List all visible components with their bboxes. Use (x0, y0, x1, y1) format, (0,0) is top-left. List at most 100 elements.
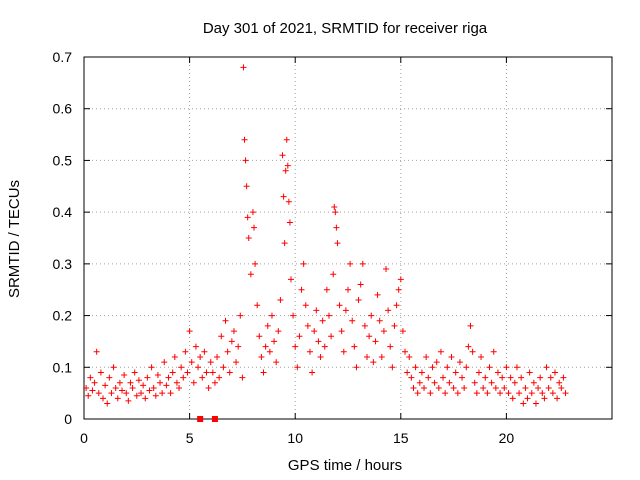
data-point (311, 328, 318, 335)
data-point (135, 377, 142, 384)
data-point (507, 374, 514, 381)
data-point (188, 359, 195, 366)
data-point (252, 260, 259, 267)
data-point (83, 384, 90, 391)
data-point (275, 328, 282, 335)
data-point (121, 372, 128, 379)
data-point (285, 198, 292, 205)
data-point (167, 390, 174, 397)
data-point (237, 312, 244, 319)
data-point (518, 374, 525, 381)
data-point (359, 260, 366, 267)
data-point (431, 379, 438, 386)
data-point (302, 302, 309, 309)
data-point (264, 322, 271, 329)
data-point (404, 369, 411, 376)
data-point (475, 369, 482, 376)
data-point (353, 364, 360, 371)
x-tick-label: 0 (80, 430, 88, 446)
data-point (287, 276, 294, 283)
data-point (465, 343, 472, 350)
x-axis: 0 5 10 15 20 (80, 57, 514, 446)
data-point (100, 395, 107, 402)
data-point (412, 364, 419, 371)
grid-lines (84, 57, 612, 419)
data-point (144, 374, 151, 381)
data-point (408, 374, 415, 381)
data-point (486, 364, 493, 371)
data-point (444, 364, 451, 371)
data-point (190, 379, 197, 386)
data-point (271, 338, 278, 345)
y-tick-label: 0.3 (53, 256, 73, 272)
data-point (383, 266, 390, 273)
data-point (456, 359, 463, 366)
data-point (545, 384, 552, 391)
data-point (402, 348, 409, 355)
data-point (562, 390, 569, 397)
data-point (205, 384, 212, 391)
data-point (228, 338, 235, 345)
data-point (492, 384, 499, 391)
data-point (541, 395, 548, 402)
data-point (197, 353, 204, 360)
data-point (551, 369, 558, 376)
zero-value-marker (211, 416, 218, 422)
data-point (226, 369, 233, 376)
data-point (127, 379, 134, 386)
data-point (319, 317, 326, 324)
data-point (549, 390, 556, 397)
data-point (524, 395, 531, 402)
data-point (161, 359, 168, 366)
data-point (370, 359, 377, 366)
data-point (543, 364, 550, 371)
data-point (414, 390, 421, 397)
data-point (186, 328, 193, 335)
data-point (494, 369, 501, 376)
data-point (296, 333, 303, 340)
data-point (330, 271, 337, 278)
data-point (254, 302, 261, 309)
data-point (315, 338, 322, 345)
data-point (142, 395, 149, 402)
data-point (123, 390, 130, 397)
data-point (467, 322, 474, 329)
data-point (218, 333, 225, 340)
data-point (442, 390, 449, 397)
data-point (89, 387, 96, 394)
data-point (406, 353, 413, 360)
data-point (435, 384, 442, 391)
data-point (313, 307, 320, 314)
data-point (165, 374, 172, 381)
data-point (421, 384, 428, 391)
data-point (484, 390, 491, 397)
x-tick-label: 5 (186, 430, 194, 446)
data-point (273, 359, 280, 366)
data-point (201, 348, 208, 355)
data-point (242, 157, 249, 164)
data-point (95, 390, 102, 397)
data-point (102, 382, 109, 389)
data-point (245, 235, 252, 241)
data-point (368, 312, 375, 319)
data-point (239, 374, 246, 381)
data-point (547, 374, 554, 381)
data-point (211, 379, 218, 386)
data-point (503, 364, 510, 371)
data-point (532, 400, 539, 407)
data-point (138, 390, 145, 397)
data-point (87, 374, 94, 381)
data-point (380, 328, 387, 335)
data-point (154, 372, 161, 379)
data-point (317, 353, 324, 360)
data-point (97, 369, 104, 376)
data-point (528, 390, 535, 397)
data-point (554, 395, 561, 402)
y-axis-label: SRMTID / TECUs (6, 180, 23, 298)
data-point (488, 379, 495, 386)
data-point (176, 384, 183, 391)
data-point (233, 359, 240, 366)
data-point (159, 390, 166, 397)
data-point (284, 162, 291, 169)
data-point (336, 302, 343, 309)
